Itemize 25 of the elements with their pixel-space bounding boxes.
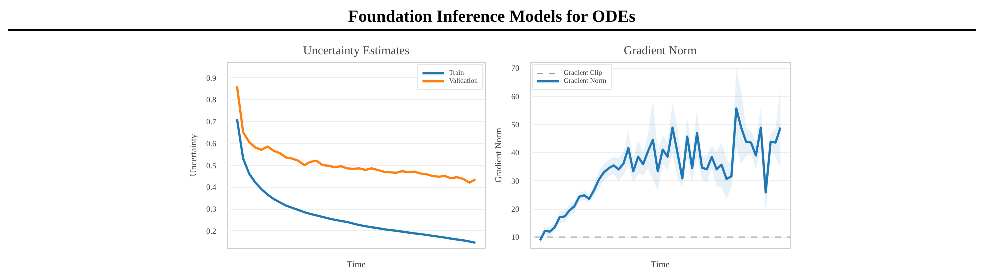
y-tick-label: 0.6 — [206, 139, 216, 148]
line-series — [236, 118, 477, 244]
y-tick-label: 50 — [512, 120, 520, 130]
y-tick-label: 0.9 — [206, 74, 216, 83]
y-tick-label: 70 — [512, 64, 520, 74]
y-tick-label: 0.8 — [206, 96, 216, 105]
x-axis-title: Time — [347, 260, 366, 270]
chart-title: Uncertainty Estimates — [303, 44, 410, 58]
y-tick-label: 0.2 — [206, 226, 216, 236]
chart-title: Gradient Norm — [624, 44, 698, 58]
y-tick-label: 0.3 — [206, 205, 216, 214]
y-tick-label: 60 — [512, 92, 520, 102]
text: Foundation Inference Models for ODEs — [348, 6, 636, 28]
y-tick-label: 0.7 — [206, 118, 216, 127]
y-tick-label: 40 — [512, 148, 520, 158]
y-tick-label: 0.4 — [206, 183, 216, 192]
y-axis-title: Uncertainty — [188, 134, 198, 177]
y-tick-label: 20 — [512, 205, 520, 214]
y-tick-label: 0.5 — [206, 161, 216, 170]
y-axis-title: Gradient Norm — [494, 128, 504, 183]
line-series — [539, 108, 782, 242]
y-tick-label: 30 — [512, 176, 520, 186]
x-axis-title: Time — [651, 260, 670, 270]
line-series — [236, 85, 477, 184]
y-tick-label: 10 — [512, 233, 520, 242]
